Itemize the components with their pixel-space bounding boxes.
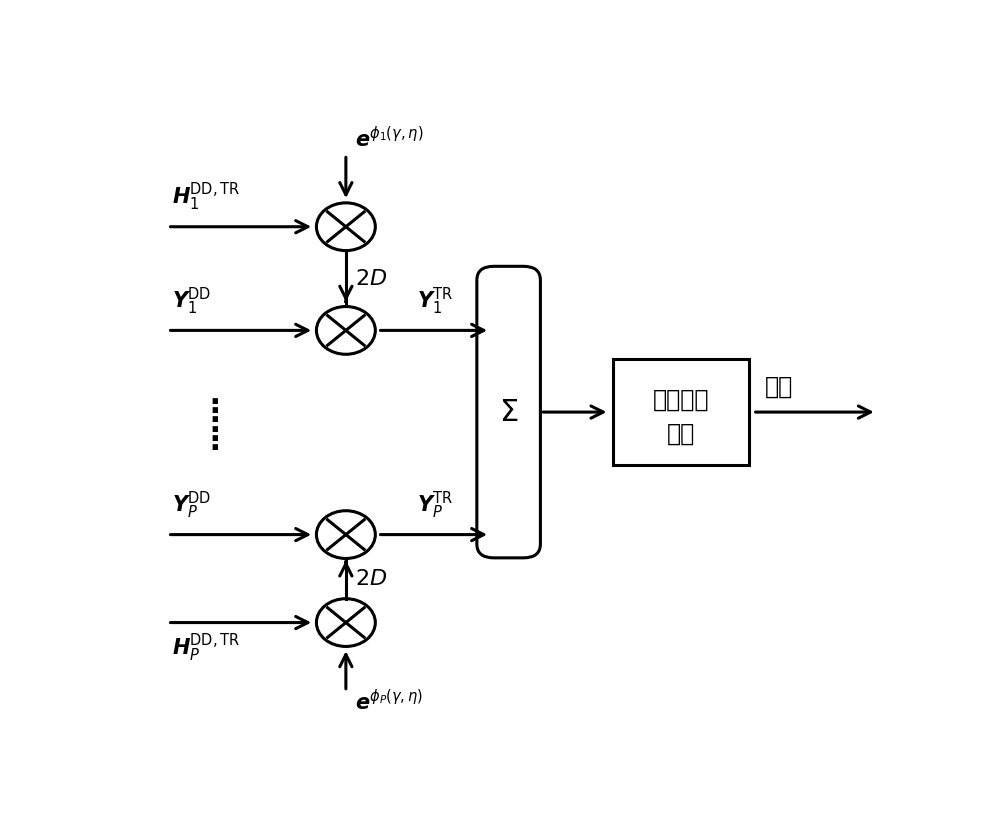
Bar xyxy=(613,359,749,465)
Text: 输出: 输出 xyxy=(764,375,793,398)
Text: ⋮: ⋮ xyxy=(199,426,229,455)
FancyBboxPatch shape xyxy=(477,266,540,558)
Text: 模块: 模块 xyxy=(667,421,695,446)
Text: $\boldsymbol{Y}_P^{\rm DD}$: $\boldsymbol{Y}_P^{\rm DD}$ xyxy=(172,490,210,521)
Text: $\boldsymbol{H}_1^{\rm DD,TR}$: $\boldsymbol{H}_1^{\rm DD,TR}$ xyxy=(172,181,240,213)
Text: $\boldsymbol{H}_P^{\rm DD,TR}$: $\boldsymbol{H}_P^{\rm DD,TR}$ xyxy=(172,632,240,664)
Text: $\Sigma$: $\Sigma$ xyxy=(499,397,518,427)
Text: $\boldsymbol{Y}_P^{\rm TR}$: $\boldsymbol{Y}_P^{\rm TR}$ xyxy=(417,490,453,521)
Text: $\boldsymbol{e}^{\phi_P(\gamma,\eta)}$: $\boldsymbol{e}^{\phi_P(\gamma,\eta)}$ xyxy=(355,689,423,714)
Text: $\boldsymbol{Y}_1^{\rm DD}$: $\boldsymbol{Y}_1^{\rm DD}$ xyxy=(172,286,210,317)
Text: $2D$: $2D$ xyxy=(355,569,387,588)
Text: ⋮: ⋮ xyxy=(199,397,229,427)
Text: $2D$: $2D$ xyxy=(355,268,387,289)
Text: 后续均衡: 后续均衡 xyxy=(653,388,709,411)
Text: $\boldsymbol{e}^{\phi_1(\gamma,\eta)}$: $\boldsymbol{e}^{\phi_1(\gamma,\eta)}$ xyxy=(355,126,424,151)
Text: $\boldsymbol{Y}_1^{\rm TR}$: $\boldsymbol{Y}_1^{\rm TR}$ xyxy=(417,286,453,317)
